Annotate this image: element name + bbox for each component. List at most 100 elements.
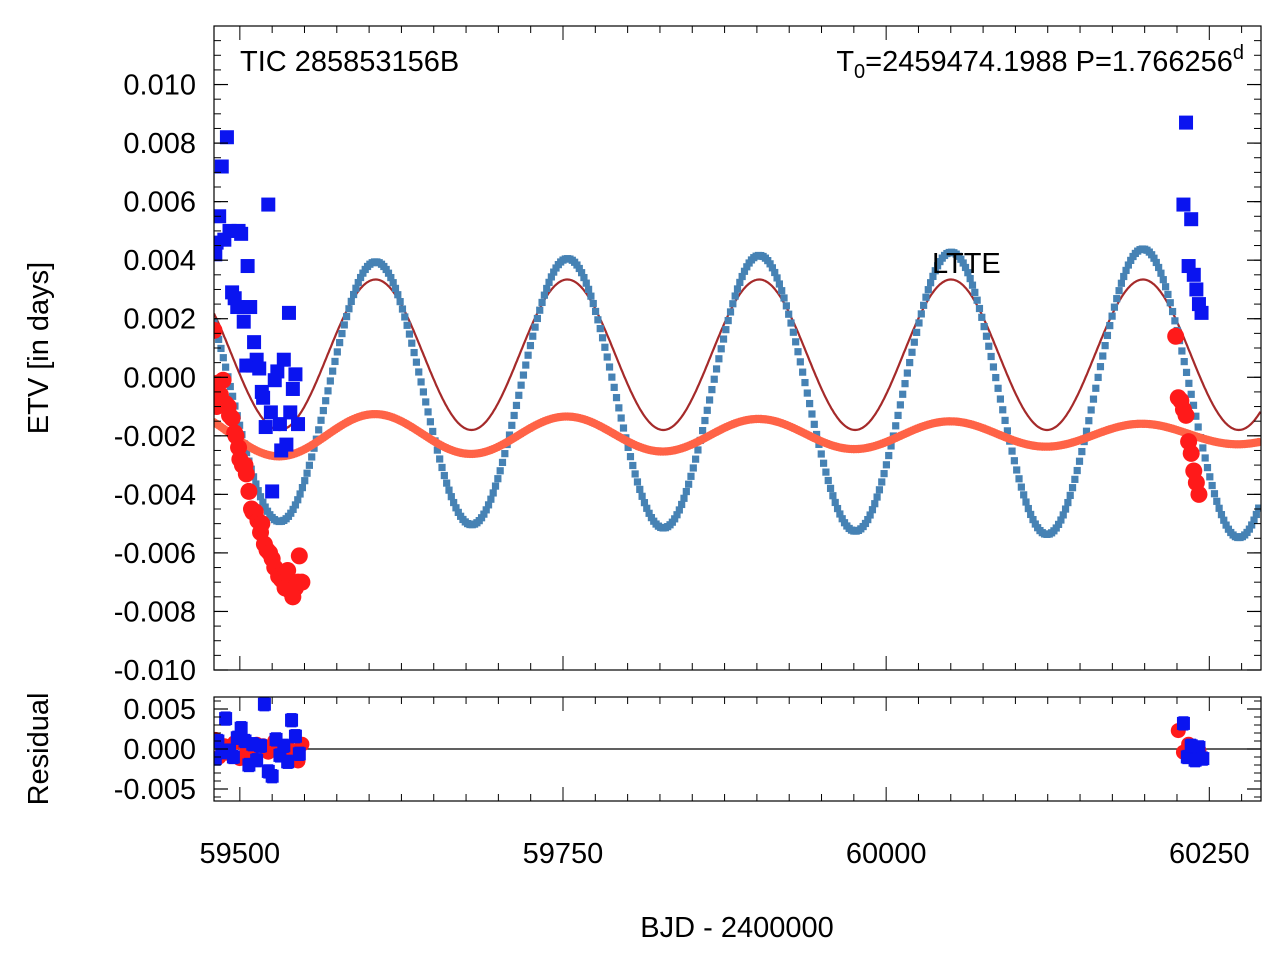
secondary-observed-point [1176, 197, 1191, 212]
secondary-model-point [1064, 498, 1072, 507]
secondary-residual-point [288, 729, 302, 743]
secondary-model-point [982, 332, 991, 340]
secondary-model-point [303, 469, 311, 477]
secondary-model-point [533, 314, 542, 323]
secondary-model-point [643, 504, 651, 512]
secondary-model-point [384, 269, 393, 277]
secondary-residual-point [226, 750, 240, 764]
x-tick-label: 59500 [200, 838, 281, 870]
secondary-model-point [291, 501, 300, 509]
secondary-model-point [524, 351, 532, 359]
secondary-model-point [319, 406, 327, 415]
secondary-residual-point [277, 739, 291, 753]
secondary-observed-point [288, 367, 303, 382]
secondary-observed-point [281, 305, 296, 320]
secondary-model-point [773, 274, 781, 282]
secondary-model-point [808, 410, 816, 418]
ltte-label: LTTE [932, 248, 1001, 280]
secondary-model-point [1124, 261, 1132, 269]
secondary-observed-point [214, 247, 223, 262]
secondary-model-point [913, 328, 921, 337]
secondary-residual-point [219, 712, 233, 726]
secondary-model-point [1087, 406, 1095, 414]
secondary-model-point [927, 279, 935, 287]
secondary-model-point [359, 269, 367, 277]
secondary-model-point [906, 358, 914, 367]
secondary-model-point [1059, 511, 1067, 519]
secondary-model-point [1122, 266, 1130, 275]
secondary-model-point [1150, 254, 1158, 262]
secondary-model-point [722, 326, 730, 334]
secondary-model-point [494, 475, 502, 483]
secondary-model-point [710, 375, 718, 383]
secondary-model-point [436, 455, 444, 463]
secondary-model-point [1117, 279, 1125, 287]
primary-observed-point [290, 547, 308, 565]
secondary-observed-point [247, 335, 262, 350]
secondary-model-point [1001, 416, 1009, 425]
secondary-model-point [391, 284, 400, 292]
secondary-model-point [1010, 457, 1018, 465]
secondary-model-point [1252, 510, 1260, 519]
secondary-model-point [543, 284, 551, 293]
secondary-model-point [405, 330, 414, 338]
secondary-model-point [899, 390, 907, 398]
secondary-model-point [426, 418, 434, 426]
secondary-model-point [1171, 317, 1179, 325]
secondary-model-point [801, 378, 809, 387]
secondary-model-point [447, 493, 455, 501]
model-curves [214, 245, 1261, 542]
residual-y-label: Residual [23, 693, 55, 806]
secondary-model-point [1220, 516, 1228, 524]
secondary-model-point [1199, 444, 1207, 452]
secondary-model-point [868, 506, 877, 514]
secondary-model-point [1201, 454, 1209, 462]
y-tick-label: 0.004 [123, 245, 196, 277]
secondary-model-point [638, 492, 646, 500]
secondary-model-point [705, 396, 714, 404]
secondary-model-point [1189, 401, 1198, 409]
secondary-model-point [1061, 505, 1070, 513]
primary-observed-point [214, 371, 232, 389]
secondary-model-point [631, 470, 639, 478]
secondary-model-point [703, 406, 711, 414]
primary-observed-point [253, 515, 271, 533]
secondary-observed-point [252, 361, 267, 376]
secondary-model-point [1164, 290, 1172, 299]
secondary-model-point [1052, 524, 1060, 532]
secondary-model-point [252, 480, 260, 488]
secondary-model-point [417, 378, 425, 386]
primary-observed-point [214, 321, 223, 339]
secondary-model-point [1120, 272, 1128, 281]
secondary-model-point [901, 380, 909, 388]
secondary-observed-point [1194, 305, 1209, 320]
secondary-model-point [1213, 497, 1221, 505]
secondary-observed-point [256, 390, 271, 405]
observed-points [214, 115, 1209, 606]
secondary-model-point [222, 363, 230, 371]
secondary-model-point [256, 493, 265, 501]
secondary-model-point [1024, 504, 1032, 513]
primary-observed-point [237, 465, 255, 483]
y-tick-label: -0.006 [114, 538, 196, 570]
secondary-model-point [396, 298, 404, 306]
secondary-model-point [882, 461, 891, 469]
secondary-model-point [235, 421, 244, 429]
secondary-model-point [259, 498, 267, 506]
primary-observed-point [240, 482, 258, 500]
secondary-model-point [833, 504, 842, 513]
secondary-model-point [354, 278, 362, 287]
secondary-model-point [689, 464, 697, 472]
secondary-observed-point [261, 197, 276, 212]
secondary-model-point [731, 292, 739, 300]
secondary-observed-point [263, 405, 278, 420]
secondary-model-point [1015, 475, 1023, 483]
y-tick-label: 0.008 [123, 128, 196, 160]
secondary-model-point [331, 357, 339, 366]
secondary-observed-point [214, 159, 229, 174]
secondary-model-point [875, 486, 884, 494]
secondary-model-point [1029, 516, 1037, 524]
secondary-model-point [438, 463, 446, 472]
secondary-model-point [685, 480, 693, 488]
secondary-observed-point [279, 437, 294, 452]
